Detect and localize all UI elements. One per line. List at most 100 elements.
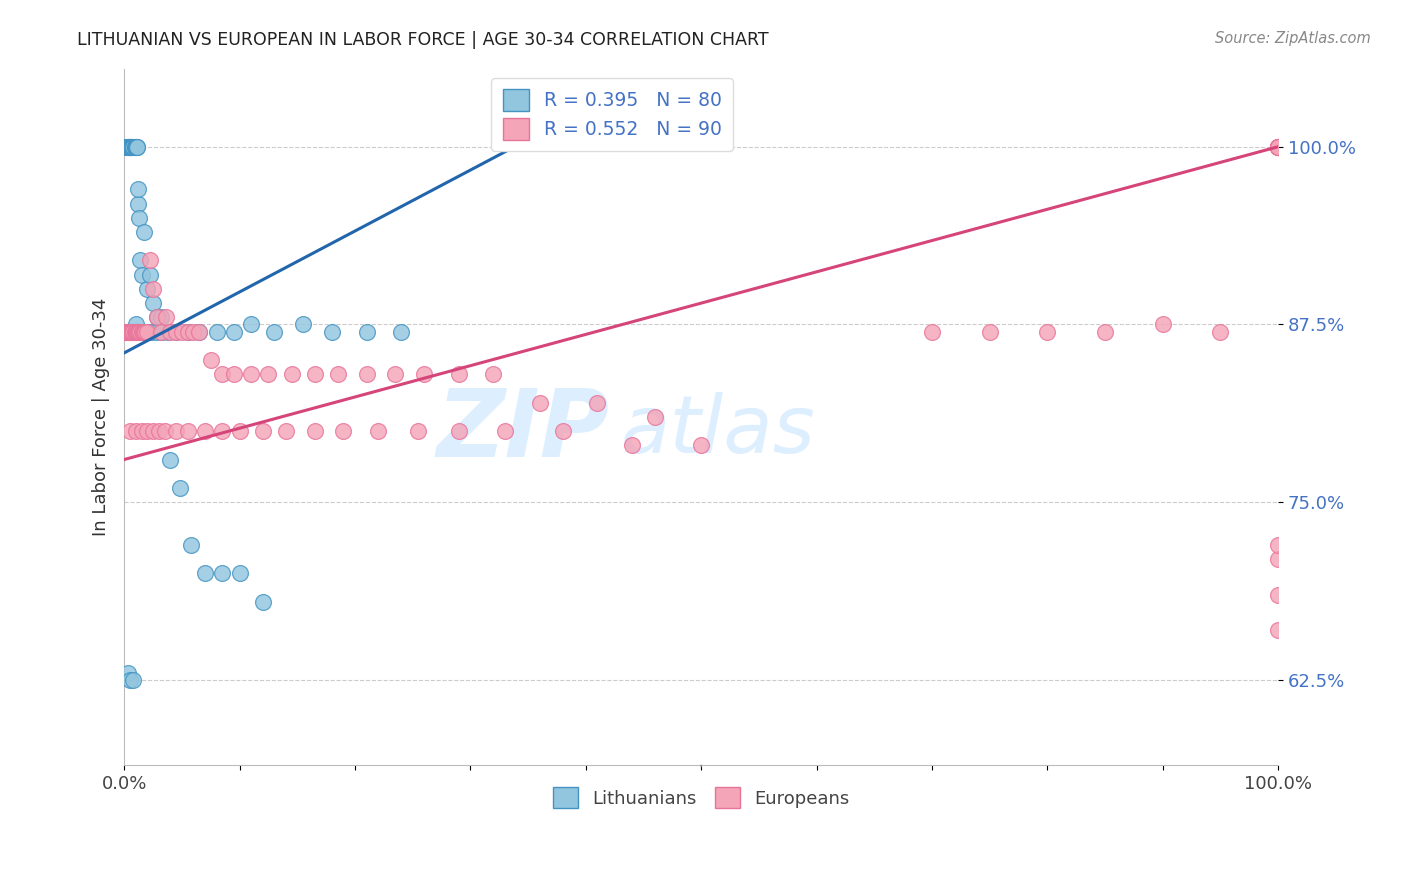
Point: [132, 325, 155, 339]
Point: [148, 424, 170, 438]
Point: [274, 424, 297, 438]
Point: [200, 353, 222, 368]
Point: [205, 325, 228, 339]
Point: [183, 325, 205, 339]
Point: [117, 665, 139, 680]
Point: [389, 325, 412, 339]
Point: [125, 325, 148, 339]
Point: [129, 253, 152, 268]
Point: [128, 325, 150, 339]
Point: [118, 673, 141, 687]
Point: [1267, 139, 1289, 153]
Point: [118, 325, 141, 339]
Point: [125, 424, 148, 438]
Point: [252, 424, 274, 438]
Point: [1267, 139, 1289, 153]
Point: [644, 409, 666, 424]
Point: [138, 253, 160, 268]
Point: [155, 310, 177, 325]
Point: [118, 139, 141, 153]
Point: [118, 325, 141, 339]
Y-axis label: In Labor Force | Age 30-34: In Labor Force | Age 30-34: [93, 298, 110, 536]
Point: [240, 368, 263, 382]
Point: [165, 325, 187, 339]
Point: [921, 325, 943, 339]
Point: [141, 325, 163, 339]
Point: [125, 325, 148, 339]
Point: [114, 325, 136, 339]
Point: [138, 268, 160, 282]
Point: [125, 139, 148, 153]
Point: [118, 139, 141, 153]
Point: [494, 424, 516, 438]
Point: [122, 139, 145, 153]
Point: [122, 325, 145, 339]
Point: [125, 139, 148, 153]
Point: [176, 424, 198, 438]
Point: [127, 182, 149, 196]
Point: [222, 368, 245, 382]
Point: [194, 424, 217, 438]
Point: [125, 325, 148, 339]
Point: [118, 325, 141, 339]
Point: [121, 325, 143, 339]
Point: [118, 139, 141, 153]
Point: [292, 318, 315, 332]
Point: [124, 325, 146, 339]
Point: [136, 325, 159, 339]
Point: [128, 325, 150, 339]
Point: [356, 325, 378, 339]
Point: [118, 139, 141, 153]
Point: [170, 325, 193, 339]
Text: LITHUANIAN VS EUROPEAN IN LABOR FORCE | AGE 30-34 CORRELATION CHART: LITHUANIAN VS EUROPEAN IN LABOR FORCE | …: [77, 31, 769, 49]
Point: [165, 325, 187, 339]
Point: [122, 325, 145, 339]
Point: [131, 268, 153, 282]
Point: [125, 318, 148, 332]
Point: [1267, 139, 1289, 153]
Point: [620, 438, 643, 452]
Point: [1267, 139, 1289, 153]
Point: [122, 139, 145, 153]
Point: [125, 139, 148, 153]
Point: [131, 424, 153, 438]
Point: [211, 566, 233, 581]
Point: [128, 211, 150, 225]
Point: [115, 139, 138, 153]
Point: [115, 325, 138, 339]
Point: [124, 139, 146, 153]
Point: [124, 139, 146, 153]
Point: [127, 325, 149, 339]
Point: [408, 424, 430, 438]
Point: [134, 325, 156, 339]
Point: [257, 368, 280, 382]
Point: [228, 566, 250, 581]
Point: [1267, 139, 1289, 153]
Point: [384, 368, 406, 382]
Point: [142, 282, 165, 296]
Point: [321, 325, 343, 339]
Point: [228, 424, 250, 438]
Point: [1267, 139, 1289, 153]
Point: [482, 368, 505, 382]
Point: [127, 325, 149, 339]
Text: Source: ZipAtlas.com: Source: ZipAtlas.com: [1215, 31, 1371, 46]
Point: [117, 325, 139, 339]
Point: [188, 325, 211, 339]
Point: [142, 424, 165, 438]
Point: [356, 368, 378, 382]
Point: [121, 325, 143, 339]
Point: [304, 424, 326, 438]
Point: [124, 325, 146, 339]
Point: [145, 310, 167, 325]
Point: [132, 225, 155, 239]
Point: [211, 368, 233, 382]
Point: [222, 325, 245, 339]
Point: [117, 139, 139, 153]
Point: [125, 139, 148, 153]
Point: [131, 325, 153, 339]
Point: [118, 139, 141, 153]
Point: [132, 325, 155, 339]
Point: [118, 139, 141, 153]
Point: [240, 318, 263, 332]
